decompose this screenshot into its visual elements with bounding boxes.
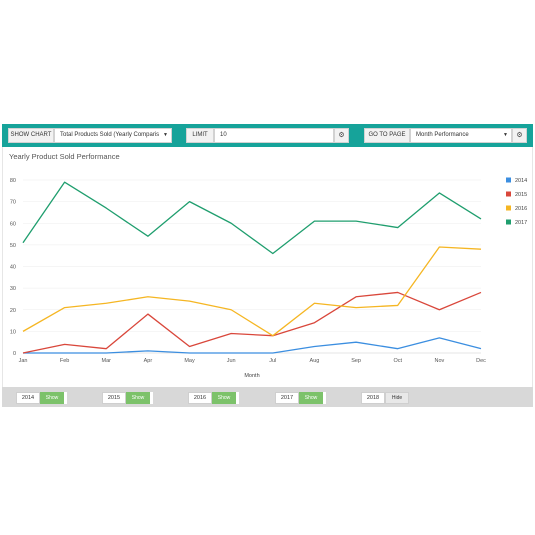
x-tick-label: Jan (19, 358, 28, 364)
line-chart: Yearly Product Sold Performance 0 10 20 30 4… (9, 152, 527, 379)
year-label-2018: 2018 (361, 392, 385, 404)
y-tick-label: 50 (10, 243, 16, 249)
limit-input[interactable]: 10 (214, 128, 334, 143)
page-select[interactable]: Month Performance ▼ (410, 128, 512, 143)
y-tick-label: 70 (10, 200, 16, 206)
toggle-track-2015 (150, 392, 153, 404)
caret-down-icon: ▼ (163, 132, 168, 138)
year-label-2016: 2016 (188, 392, 212, 404)
x-tick-label: Oct (393, 358, 402, 364)
series-line-2017 (22, 181, 482, 255)
x-axis-label: Month (244, 373, 259, 379)
toggle-button-2018[interactable]: Hide (385, 392, 409, 404)
x-tick-label: Nov (434, 358, 444, 364)
toggle-button-2015[interactable]: Show (126, 392, 150, 404)
x-tick-label: May (184, 358, 195, 364)
year-label-2015: 2015 (102, 392, 126, 404)
x-tick-label: Dec (476, 358, 486, 364)
show-chart-button[interactable]: SHOW CHART (8, 128, 54, 143)
chart-title: Yearly Product Sold Performance (9, 152, 120, 161)
x-tick-label: Jun (227, 358, 236, 364)
y-tick-label: 10 (10, 329, 16, 335)
gear-icon[interactable]: ⚙ (334, 128, 349, 143)
caret-down-icon: ▼ (503, 132, 508, 138)
chart-type-select[interactable]: Total Products Sold (Yearly Comparis ▼ (54, 128, 172, 143)
legend-swatch-2016 (506, 205, 511, 211)
year-toggle-bar: 2014 Show 2015 Show 2016 Show 2017 Show 2018 Hide (2, 387, 533, 407)
y-tick-label: 20 (10, 308, 16, 314)
legend-label-2016: 2016 (515, 206, 527, 212)
x-tick-label: Jul (269, 358, 276, 364)
year-label-2017: 2017 (275, 392, 299, 404)
y-tick-label: 30 (10, 286, 16, 292)
legend-swatch-2014 (506, 177, 511, 183)
legend-label-2015: 2015 (515, 192, 527, 198)
toggle-button-2014[interactable]: Show (40, 392, 64, 404)
y-tick-label: 60 (10, 221, 16, 227)
toggle-button-2017[interactable]: Show (299, 392, 323, 404)
limit-label: LIMIT (186, 128, 214, 143)
x-tick-label: Mar (102, 358, 112, 364)
chart-panel: Yearly Product Sold Performance 0 10 20 30 4… (2, 147, 533, 387)
legend-label-2014: 2014 (515, 178, 527, 184)
x-tick-label: Sep (351, 358, 361, 364)
legend-swatch-2015 (506, 191, 511, 197)
x-tick-label: Aug (310, 358, 320, 364)
chart-toolbar: SHOW CHART Total Products Sold (Yearly C… (2, 124, 533, 147)
toggle-track-2017 (323, 392, 326, 404)
series-line-2014 (23, 337, 482, 354)
page-select-value: Month Performance (416, 132, 469, 138)
x-tick-label: Feb (60, 358, 69, 364)
toggle-track-2014 (64, 392, 67, 404)
y-tick-label: 40 (10, 265, 16, 271)
toggle-button-2016[interactable]: Show (212, 392, 236, 404)
series-line-2016 (22, 246, 482, 337)
year-label-2014: 2014 (16, 392, 40, 404)
legend-swatch-2017 (506, 219, 511, 225)
y-tick-label: 0 (13, 351, 16, 357)
y-tick-label: 80 (10, 178, 16, 184)
chart-type-select-value: Total Products Sold (Yearly Comparis (60, 132, 160, 138)
toggle-track-2016 (236, 392, 239, 404)
legend-label-2017: 2017 (515, 220, 527, 226)
go-to-page-button[interactable]: GO TO PAGE (364, 128, 410, 143)
gear-icon[interactable]: ⚙ (512, 128, 527, 143)
x-tick-label: Apr (144, 358, 153, 364)
